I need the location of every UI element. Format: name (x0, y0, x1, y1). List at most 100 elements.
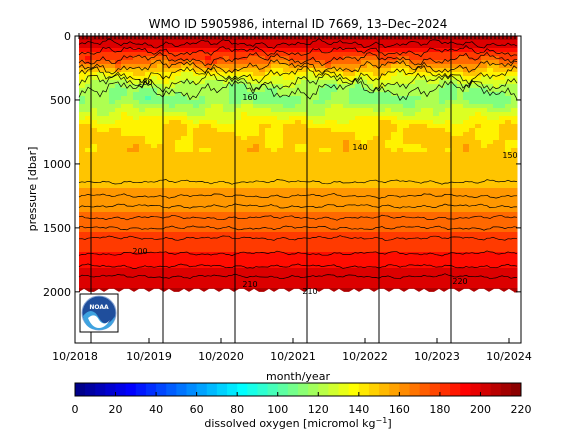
heat-cell (79, 276, 518, 281)
heat-cell (433, 120, 446, 125)
heat-cell (139, 100, 206, 105)
colorbar-tick-label: 220 (511, 403, 532, 416)
heat-cell (79, 60, 86, 65)
contour-label: 150 (502, 151, 517, 160)
heat-cell (307, 72, 314, 77)
heat-cell (229, 80, 248, 85)
heat-cell (223, 104, 242, 109)
heat-cell (295, 148, 308, 153)
heat-cell (331, 92, 350, 97)
heat-cell (271, 60, 290, 65)
heat-cell (487, 68, 494, 73)
colorbar-swatch (206, 383, 218, 396)
heat-cell (469, 100, 512, 105)
heat-cell (205, 60, 218, 65)
heat-cell (79, 252, 518, 257)
colorbar-swatch (186, 383, 198, 396)
heat-cell (355, 116, 398, 121)
colorbar-swatch (257, 383, 269, 396)
heat-cell (259, 148, 272, 153)
heat-cell (109, 112, 122, 117)
heat-cell (205, 96, 230, 101)
heat-cell (217, 120, 236, 125)
heat-cell (343, 144, 350, 149)
colorbar-swatch (166, 383, 177, 396)
heat-cell (295, 84, 326, 89)
heat-cell (337, 120, 350, 125)
heat-cell (487, 144, 506, 149)
heat-cell (127, 88, 140, 93)
heat-cell (415, 104, 452, 109)
contour-label: 220 (452, 277, 467, 286)
heat-cell (475, 112, 482, 117)
heat-cell (265, 68, 272, 73)
heat-cell (481, 76, 494, 81)
heat-cell (391, 76, 464, 81)
heat-cell (79, 280, 518, 285)
heat-cell (463, 104, 494, 109)
heat-cell (313, 120, 326, 125)
heat-cell (187, 60, 194, 65)
heat-cell (253, 72, 266, 77)
heat-cell (91, 124, 164, 129)
heat-cell (187, 96, 200, 101)
heat-cell (175, 148, 194, 153)
contour-line (78, 37, 518, 49)
colorbar-tick-label: 80 (230, 403, 244, 416)
heat-cell (493, 140, 506, 145)
heat-cell (295, 120, 302, 125)
heat-cell (193, 128, 218, 133)
heat-cell (409, 56, 458, 61)
heat-cell (205, 80, 224, 85)
heat-cell (211, 64, 272, 69)
heat-cell (409, 68, 464, 73)
heat-cell (295, 104, 332, 109)
heat-cell (307, 68, 314, 73)
heat-cell (439, 100, 446, 105)
heat-cell (457, 96, 464, 101)
heat-cell (157, 76, 176, 81)
plot-frame (74, 35, 522, 344)
heat-cell (163, 128, 188, 133)
heat-cell (307, 124, 380, 129)
heat-cell (133, 116, 140, 121)
heat-cell (487, 88, 518, 93)
heat-cell (349, 100, 416, 105)
heat-cell (211, 148, 248, 153)
heat-cell (229, 96, 302, 101)
heat-cell (253, 100, 302, 105)
heat-cell (457, 80, 518, 85)
heat-cell (445, 108, 488, 113)
heat-cell (463, 92, 506, 97)
colorbar-swatch (490, 383, 502, 396)
heat-cell (397, 116, 470, 121)
contour-line (78, 250, 518, 257)
heat-cell (403, 72, 464, 77)
heat-cell (403, 136, 476, 141)
contour-line (78, 78, 518, 101)
heat-cell (403, 140, 482, 145)
contour-label: 210 (302, 287, 317, 296)
heat-cell (79, 232, 518, 237)
heat-cell (133, 72, 146, 77)
heat-cell (79, 256, 518, 261)
heat-cell (481, 72, 518, 77)
heat-cell (283, 104, 296, 109)
heat-cell (289, 116, 308, 121)
heat-cell (247, 80, 302, 85)
heat-cell (235, 132, 260, 137)
heat-cell (409, 60, 482, 65)
heat-cell (499, 116, 518, 121)
heat-cell (307, 148, 320, 153)
heat-cell (511, 96, 518, 101)
heat-cell (463, 144, 470, 149)
colorbar-swatch (308, 383, 319, 396)
heat-cell (145, 96, 152, 101)
heat-cell (199, 96, 206, 101)
heat-cell (343, 76, 356, 81)
heat-cell (79, 240, 518, 245)
heat-cell (79, 108, 92, 113)
heat-cell (463, 132, 476, 137)
heat-cell (271, 56, 290, 61)
